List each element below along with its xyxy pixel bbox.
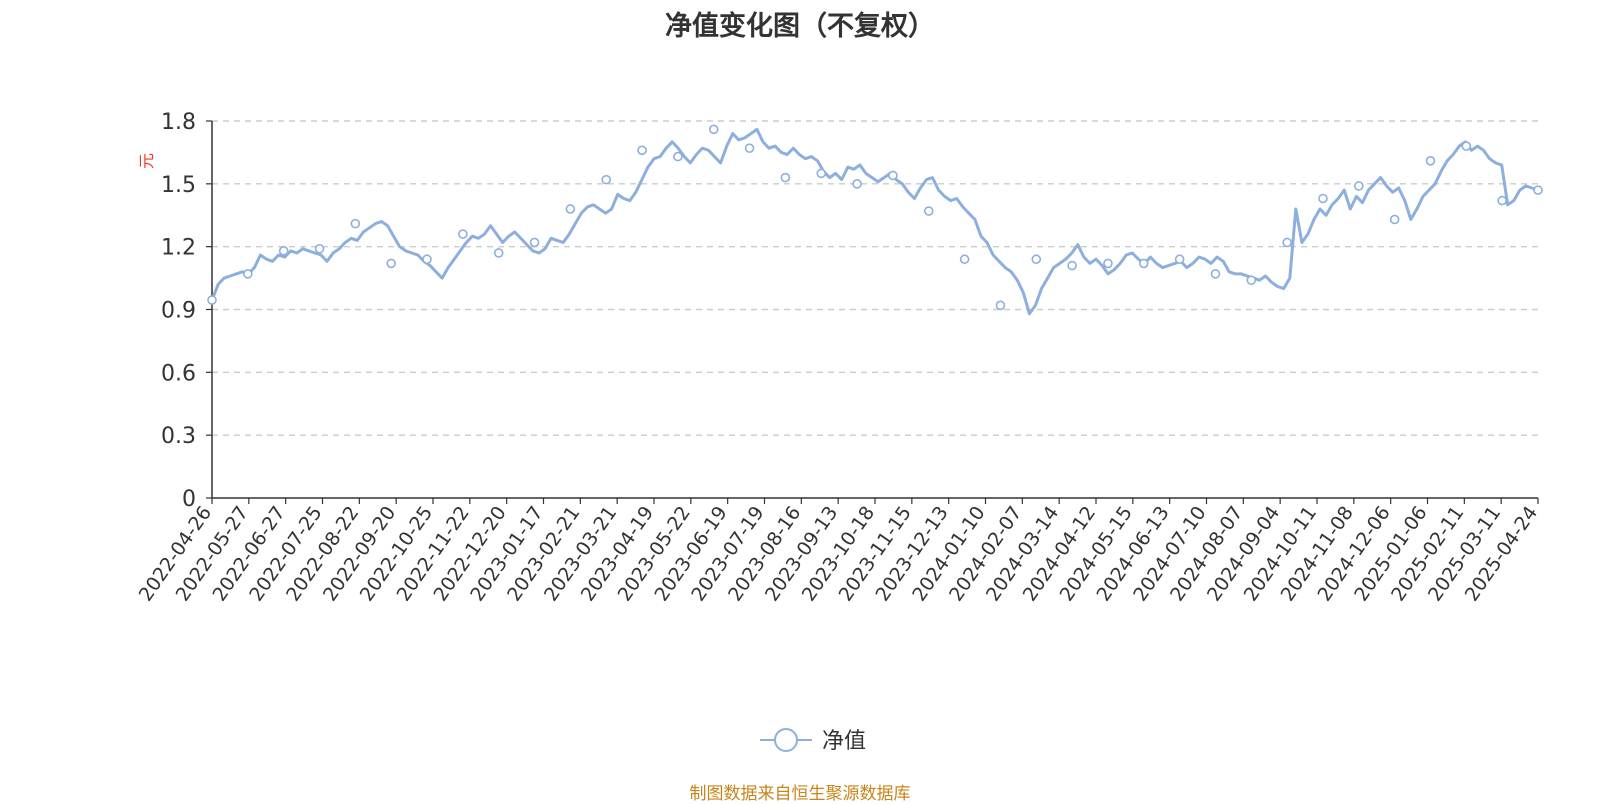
data-point-marker [995, 300, 1006, 311]
data-point-marker [1389, 214, 1400, 225]
data-point-marker [673, 151, 683, 162]
data-point-marker [1031, 254, 1042, 265]
data-point-marker [780, 172, 791, 183]
y-tick-label: 0.6 [161, 361, 196, 386]
y-tick-label: 1.2 [161, 236, 196, 261]
data-point-marker [386, 258, 396, 269]
data-point-marker [1103, 258, 1113, 269]
data-point-marker [744, 143, 755, 154]
y-tick-label: 1.5 [161, 173, 196, 198]
legend-label: 净值 [822, 729, 866, 754]
data-point-marker [1210, 269, 1221, 279]
data-point-marker [1461, 141, 1472, 151]
data-source-note: 制图数据来自恒生聚源数据库 [689, 784, 911, 804]
data-point-marker [708, 124, 719, 135]
legend[interactable]: 净值 [760, 728, 866, 754]
data-point-marker [888, 170, 898, 181]
data-point-marker [637, 145, 647, 156]
data-point-marker [278, 246, 289, 256]
data-point-marker [314, 243, 325, 254]
data-point-marker [493, 248, 504, 258]
data-point-marker [565, 204, 576, 214]
data-point-marker [1354, 181, 1364, 191]
data-point-marker [852, 179, 862, 189]
y-tick-label: 1.8 [161, 110, 196, 135]
data-point-marker [1282, 237, 1292, 248]
data-point-marker [207, 295, 217, 305]
data-point-marker [1138, 258, 1149, 269]
series-nav [210, 127, 1540, 316]
data-point-marker [1533, 185, 1543, 195]
data-point-marker [1425, 155, 1436, 166]
data-point-marker [422, 254, 432, 265]
data-point-marker [816, 168, 827, 179]
grid-lines [212, 120, 1538, 436]
y-tick-label: 0.9 [161, 299, 196, 324]
data-point-marker [350, 218, 361, 229]
data-point-marker [458, 229, 468, 239]
data-point-marker [1174, 254, 1185, 265]
y-axis-unit-label: 元 [137, 153, 156, 169]
data-point-marker [529, 237, 540, 248]
y-tick-label: 0 [182, 487, 196, 512]
data-point-marker [1318, 193, 1328, 204]
data-point-marker [959, 254, 970, 265]
data-point-marker [601, 174, 612, 185]
y-tick-label: 0.3 [161, 424, 196, 449]
legend-marker-icon [774, 728, 798, 752]
chart-title: 净值变化图（不复权） [665, 11, 935, 42]
series-markers [207, 124, 1543, 311]
data-point-marker [1246, 275, 1257, 285]
data-point-marker [1067, 260, 1077, 271]
data-point-marker [1497, 195, 1507, 206]
data-point-marker [923, 206, 934, 216]
data-point-marker [243, 269, 253, 279]
series-line-net-value [210, 127, 1540, 316]
